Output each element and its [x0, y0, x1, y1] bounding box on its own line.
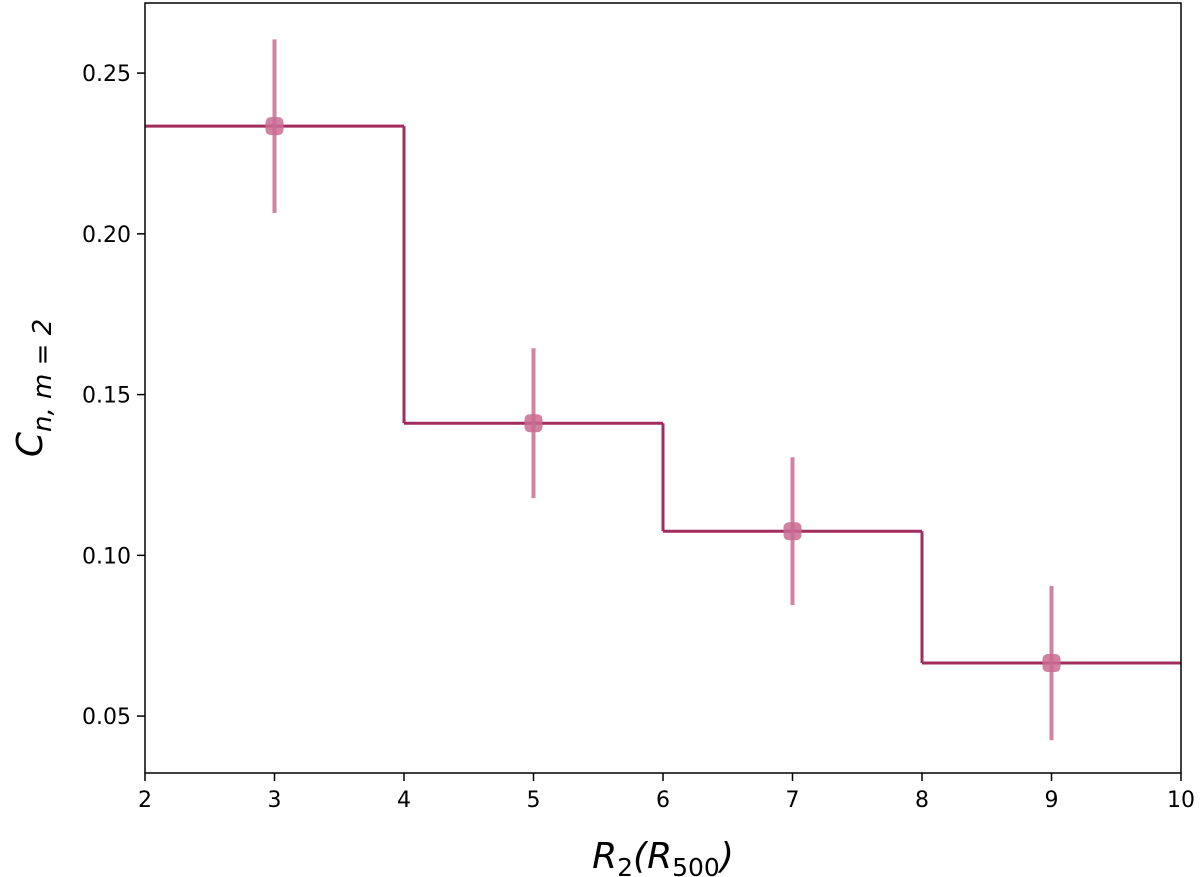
x-axis-label-part: R — [592, 836, 617, 877]
x-tick-label: 6 — [656, 788, 670, 813]
x-axis-label: R2(R500) — [592, 836, 734, 877]
y-tick-label: 0.20 — [82, 223, 131, 248]
y-tick-label: 0.15 — [82, 384, 131, 409]
y-tick-label: 0.10 — [82, 544, 131, 569]
x-tick-label: 2 — [138, 788, 152, 813]
x-tick-label: 10 — [1167, 788, 1195, 813]
x-axis-label-part: ) — [717, 836, 734, 877]
y-tick-label: 0.25 — [82, 62, 131, 87]
x-tick-label: 9 — [1045, 788, 1059, 813]
y-axis-label-part: C — [10, 431, 51, 457]
x-tick-label: 8 — [915, 788, 929, 813]
x-tick-label: 4 — [397, 788, 411, 813]
x-axis-label-part: (R — [633, 836, 672, 877]
y-axis-label: Cn, m = 2 — [10, 319, 58, 457]
x-tick-label: 7 — [786, 788, 800, 813]
x-tick-label: 5 — [527, 788, 541, 813]
marker — [524, 414, 543, 433]
x-axis-label-subscript: 2 — [617, 853, 633, 877]
plot-frame — [144, 2, 1182, 774]
marker — [1042, 654, 1061, 673]
marker — [783, 522, 802, 541]
marker — [265, 117, 284, 136]
x-tick-label: 3 — [268, 788, 282, 813]
y-axis-label-subscript: n, m = 2 — [28, 319, 58, 432]
x-axis-label-subscript: 500 — [672, 853, 720, 877]
y-tick-label: 0.05 — [82, 705, 131, 730]
